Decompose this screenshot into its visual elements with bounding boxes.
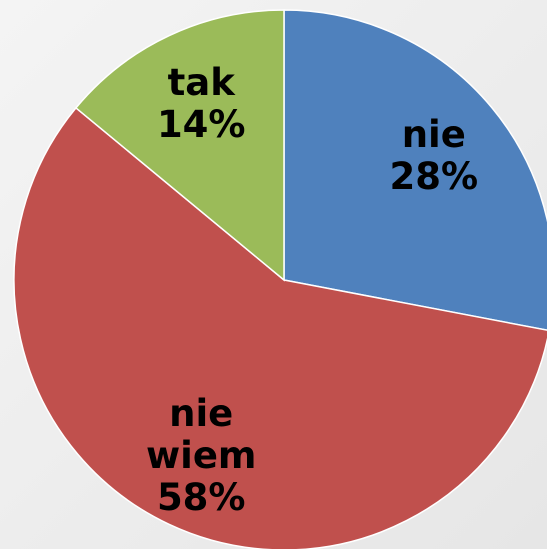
value-label: 14% (156, 103, 246, 147)
slice-label: nie 28% (359, 114, 509, 198)
slice-label: tak 14% (126, 62, 276, 146)
pie-slice (283, 9, 547, 331)
pie-slice (74, 9, 285, 282)
category-label: nie (401, 113, 466, 157)
value-label: 28% (389, 155, 479, 199)
category-label: nie wiem (145, 391, 257, 477)
slice-label: nie wiem 58% (126, 391, 276, 519)
pie-slice (13, 106, 547, 549)
value-label: 58% (156, 475, 246, 519)
category-label: tak (167, 61, 235, 105)
